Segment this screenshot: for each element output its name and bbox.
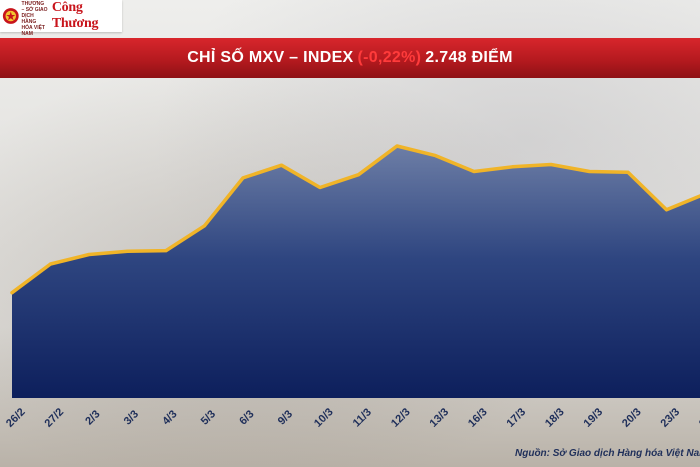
data-point	[87, 253, 91, 256]
x-tick-label: 2/3	[83, 408, 102, 427]
x-tick-label: 11/3	[351, 406, 374, 429]
x-tick-label: 20/3	[620, 406, 644, 430]
logo[interactable]: Bộ Công Thương – Sở Giao dịch Hàng hóa V…	[0, 0, 122, 37]
x-tick-label: 16/3	[466, 406, 490, 430]
x-tick-label: 10/3	[312, 406, 336, 430]
x-tick-label: 17/3	[505, 406, 529, 430]
source-note: Nguồn: Sở Giao dịch Hàng hóa Việt Nam	[515, 448, 700, 459]
data-point	[434, 154, 437, 158]
x-tick-label: 3/3	[122, 408, 141, 427]
data-point	[588, 170, 591, 173]
data-point	[549, 163, 553, 166]
data-point	[626, 170, 630, 174]
x-tick-label: 26/2	[4, 406, 28, 430]
title-change: (-0,22%)	[357, 49, 422, 66]
data-point	[10, 291, 14, 295]
series-area	[12, 146, 700, 398]
x-tick-label: 12/3	[389, 406, 413, 430]
data-point	[280, 163, 283, 167]
x-tick-label: 19/3	[582, 406, 606, 430]
title-banner: CHỈ SỐ MXV – INDEX (-0,22%) 2.748 ĐIỂM	[0, 38, 700, 78]
title-value: 2.748 ĐIỂM	[425, 49, 513, 66]
logo-brand-name: Công Thương	[51, 0, 99, 31]
data-point	[203, 224, 206, 228]
x-tick-label: 5/3	[199, 408, 218, 427]
data-point	[395, 144, 399, 148]
title-prefix: CHỈ SỐ MXV – INDEX	[187, 49, 354, 66]
x-tick-label: 23/3	[659, 406, 683, 430]
data-point	[357, 173, 360, 177]
x-tick-label: 13/3	[428, 406, 452, 430]
data-point	[472, 170, 476, 173]
x-tick-label: 27/2	[43, 406, 67, 430]
logo-org-text: Bộ Công Thương – Sở Giao dịch Hàng hóa V…	[21, 0, 48, 37]
x-tick-label: 6/3	[237, 408, 256, 427]
seal-icon	[2, 8, 19, 24]
x-tick-label: 9/3	[276, 408, 295, 427]
x-tick-label: 18/3	[543, 406, 567, 430]
data-point	[126, 249, 129, 253]
x-tick-label: 4/3	[160, 408, 179, 427]
data-point	[49, 262, 52, 266]
data-point	[164, 249, 168, 253]
data-point	[241, 176, 245, 180]
data-point	[318, 186, 322, 189]
data-point	[511, 165, 514, 169]
data-point	[665, 208, 668, 212]
